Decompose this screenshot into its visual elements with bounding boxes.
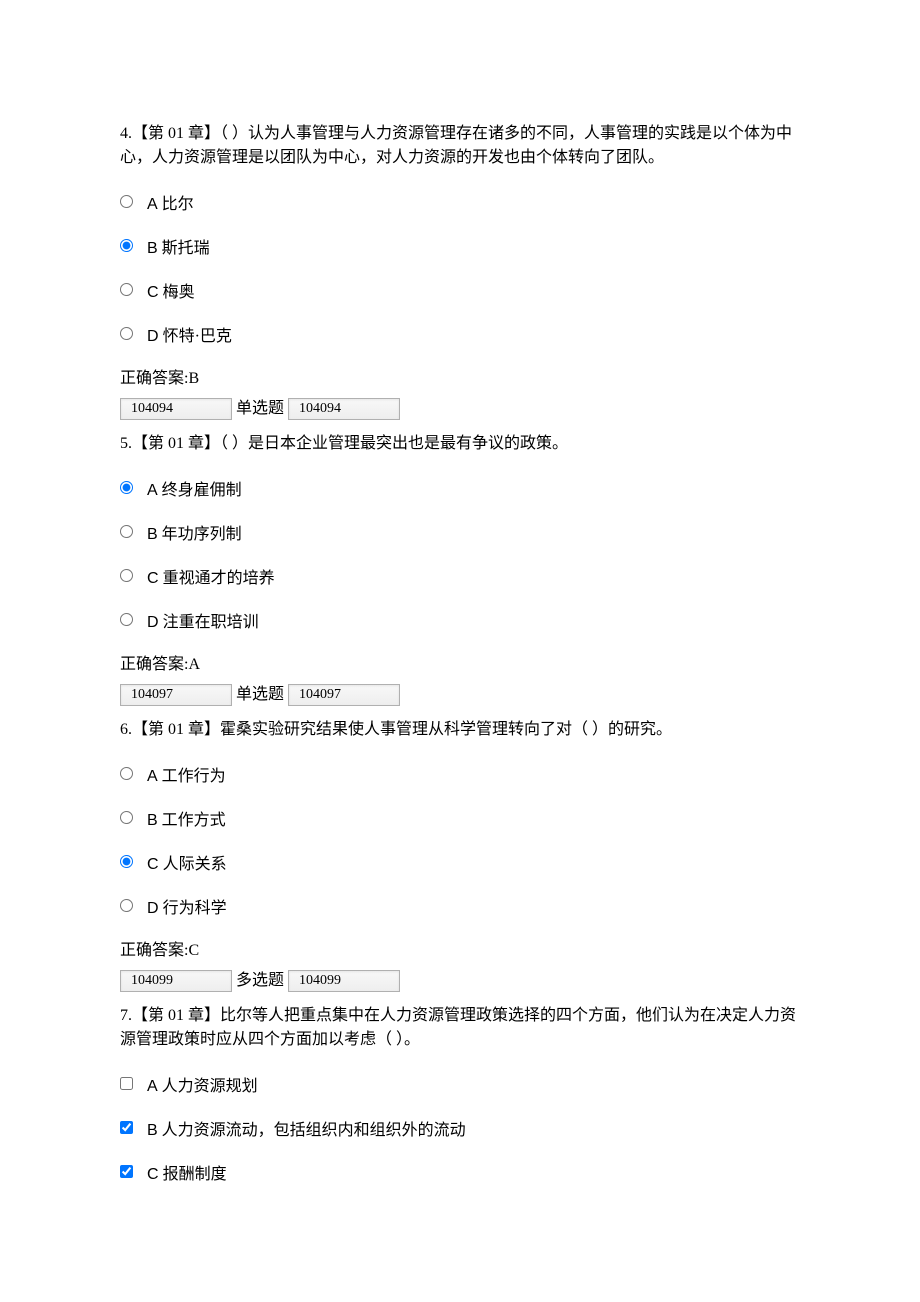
option-label: C 梅奥 (147, 276, 195, 302)
option-row: B 工作方式 (120, 804, 800, 830)
option-label: B 斯托瑞 (147, 232, 210, 258)
q5-option-b-radio[interactable] (120, 525, 133, 538)
option-row: A 比尔 (120, 188, 800, 214)
option-row: B 年功序列制 (120, 518, 800, 544)
option-label: B 人力资源流动，包括组织内和组织外的流动 (147, 1114, 466, 1140)
option-label: A 比尔 (147, 188, 194, 214)
question-4-stem: 4.【第 01 章】（ ）认为人事管理与人力资源管理存在诸多的不同，人事管理的实… (120, 122, 800, 170)
option-label: C 报酬制度 (147, 1158, 227, 1184)
option-row: B 人力资源流动，包括组织内和组织外的流动 (120, 1114, 800, 1140)
code-box: 104094 (120, 398, 232, 420)
code-box: 104097 (288, 684, 400, 706)
answer: 正确答案:A (120, 650, 800, 674)
q7-option-a-checkbox[interactable] (120, 1077, 133, 1090)
q6-option-d-radio[interactable] (120, 899, 133, 912)
option-row: C 梅奥 (120, 276, 800, 302)
option-row: A 人力资源规划 (120, 1070, 800, 1096)
option-row: B 斯托瑞 (120, 232, 800, 258)
q4-option-a-radio[interactable] (120, 195, 133, 208)
q5-option-d-radio[interactable] (120, 613, 133, 626)
option-label: B 工作方式 (147, 804, 226, 830)
option-row: C 报酬制度 (120, 1158, 800, 1184)
question-type: 单选题 (236, 680, 284, 706)
question-number: 6. (120, 721, 132, 738)
q6-option-b-radio[interactable] (120, 811, 133, 824)
question-type: 单选题 (236, 394, 284, 420)
q4-option-c-radio[interactable] (120, 283, 133, 296)
code-box: 104099 (120, 970, 232, 992)
q5-option-c-radio[interactable] (120, 569, 133, 582)
option-label: D 注重在职培训 (147, 606, 259, 632)
question-7-stem: 7.【第 01 章】比尔等人把重点集中在人力资源管理政策选择的四个方面，他们认为… (120, 1004, 800, 1052)
q5-option-a-radio[interactable] (120, 481, 133, 494)
question-6-stem: 6.【第 01 章】霍桑实验研究结果使人事管理从科学管理转向了对（ ）的研究。 (120, 718, 800, 742)
option-label: A 工作行为 (147, 760, 226, 786)
question-5-stem: 5.【第 01 章】（ ）是日本企业管理最突出也是最有争议的政策。 (120, 432, 800, 456)
option-row: A 工作行为 (120, 760, 800, 786)
option-row: A 终身雇佣制 (120, 474, 800, 500)
option-label: C 人际关系 (147, 848, 227, 874)
option-row: D 行为科学 (120, 892, 800, 918)
question-type: 多选题 (236, 966, 284, 992)
code-row: 104097 单选题 104097 (120, 680, 800, 706)
answer: 正确答案:C (120, 936, 800, 960)
question-number: 7. (120, 1007, 132, 1024)
option-row: D 怀特·巴克 (120, 320, 800, 346)
q4-option-d-radio[interactable] (120, 327, 133, 340)
option-row: D 注重在职培训 (120, 606, 800, 632)
code-row: 104099 多选题 104099 (120, 966, 800, 992)
question-number: 4. (120, 125, 132, 142)
q6-option-a-radio[interactable] (120, 767, 133, 780)
code-box: 104094 (288, 398, 400, 420)
code-row: 104094 单选题 104094 (120, 394, 800, 420)
option-row: C 人际关系 (120, 848, 800, 874)
q4-option-b-radio[interactable] (120, 239, 133, 252)
q6-option-c-radio[interactable] (120, 855, 133, 868)
question-number: 5. (120, 435, 132, 452)
code-box: 104097 (120, 684, 232, 706)
option-label: C 重视通才的培养 (147, 562, 275, 588)
option-label: B 年功序列制 (147, 518, 242, 544)
answer: 正确答案:B (120, 364, 800, 388)
option-row: C 重视通才的培养 (120, 562, 800, 588)
code-box: 104099 (288, 970, 400, 992)
option-label: D 行为科学 (147, 892, 227, 918)
q7-option-c-checkbox[interactable] (120, 1165, 133, 1178)
option-label: A 人力资源规划 (147, 1070, 258, 1096)
option-label: D 怀特·巴克 (147, 320, 232, 346)
option-label: A 终身雇佣制 (147, 474, 242, 500)
q7-option-b-checkbox[interactable] (120, 1121, 133, 1134)
